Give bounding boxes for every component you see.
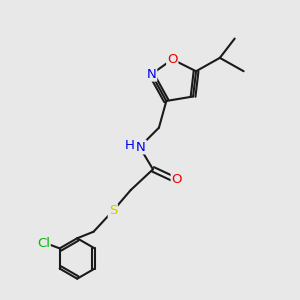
Text: Cl: Cl bbox=[37, 237, 50, 250]
Text: O: O bbox=[167, 53, 178, 66]
Text: N: N bbox=[136, 140, 146, 154]
Text: N: N bbox=[147, 68, 156, 81]
Text: H: H bbox=[125, 139, 135, 152]
Text: S: S bbox=[109, 204, 117, 218]
Text: O: O bbox=[172, 173, 182, 186]
